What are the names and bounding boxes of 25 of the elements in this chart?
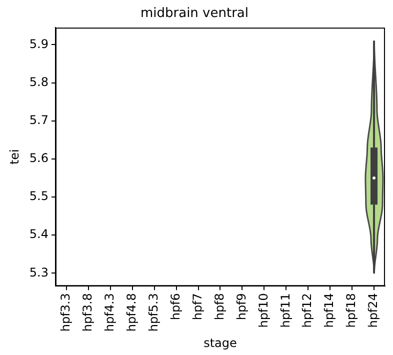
y-tick-label: 5.7	[29, 112, 48, 127]
x-tick-label: hpf3.3	[58, 293, 73, 332]
x-tick-label: hpf4.3	[102, 293, 117, 332]
x-tick-label: hpf14	[322, 293, 336, 328]
y-axis-title: tei	[7, 149, 22, 165]
x-tick-label: hpf18	[344, 293, 358, 328]
x-tick-label: hpf8	[212, 293, 226, 320]
y-tick-label: 5.4	[29, 227, 48, 242]
x-tick-label: hpf5.3	[146, 293, 160, 332]
x-tick-label: hpf12	[300, 293, 314, 328]
y-tick-label: 5.3	[29, 265, 48, 280]
x-tick-label: hpf6	[168, 293, 182, 320]
y-tick-label: 5.5	[29, 189, 48, 204]
x-tick-label: hpf7	[190, 293, 204, 320]
x-tick-label: hpf11	[278, 293, 292, 328]
x-tick-label: hpf24	[366, 293, 380, 328]
y-tick-label: 5.6	[29, 151, 48, 166]
x-tick-label: hpf3.8	[80, 293, 95, 332]
x-tick-label: hpf9	[234, 293, 248, 320]
x-tick-label: hpf10	[256, 293, 270, 328]
y-tick-label: 5.9	[29, 36, 48, 51]
chart-title: midbrain ventral	[140, 6, 249, 22]
x-tick-label: hpf4.8	[124, 293, 138, 332]
y-tick-label: 5.8	[29, 74, 48, 89]
x-axis-title: stage	[204, 336, 237, 350]
